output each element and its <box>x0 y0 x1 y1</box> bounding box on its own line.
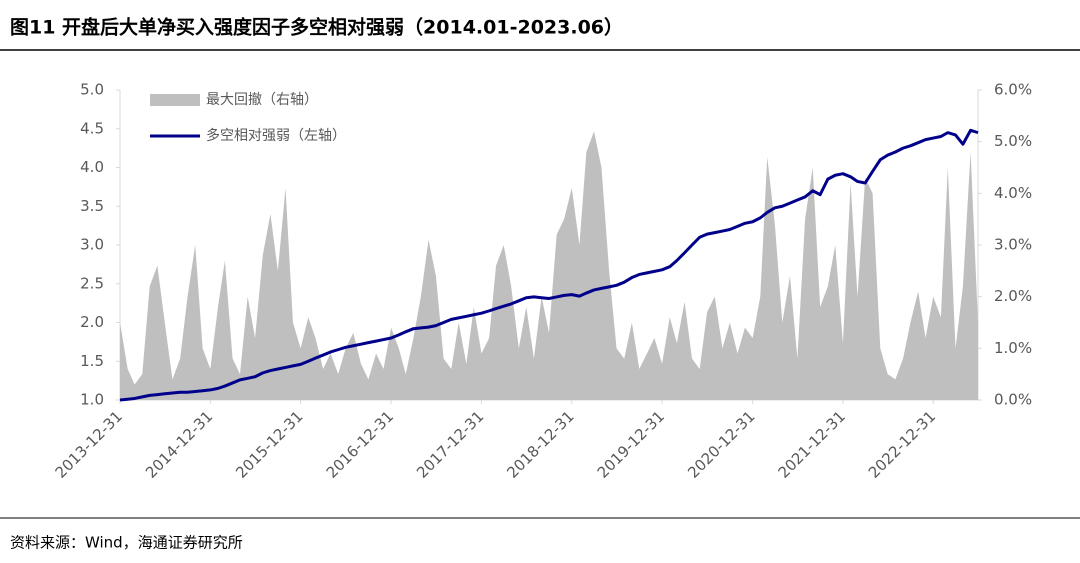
y-tick-label: 2.0 <box>80 313 104 331</box>
x-tick-label: 2013-12-31 <box>52 407 126 481</box>
drawdown-area <box>120 131 978 401</box>
x-tick-label: 2019-12-31 <box>594 407 668 481</box>
x-tick-label: 2014-12-31 <box>142 407 216 481</box>
x-tick-label: 2017-12-31 <box>413 407 487 481</box>
y2-tick-label: 2.0% <box>994 287 1032 305</box>
y-tick-label: 4.0 <box>80 158 104 176</box>
y-tick-label: 3.0 <box>80 236 104 254</box>
y2-tick-label: 5.0% <box>994 132 1032 150</box>
chart-title: 图11 开盘后大单净买入强度因子多空相对强弱（2014.01-2023.06） <box>10 16 623 39</box>
y-tick-label: 3.5 <box>80 197 104 215</box>
y2-tick-label: 0.0% <box>994 391 1032 409</box>
y2-tick-label: 3.0% <box>994 236 1032 254</box>
x-tick-label: 2015-12-31 <box>232 407 306 481</box>
legend-label: 多空相对强弱（左轴） <box>206 127 346 144</box>
y2-tick-label: 1.0% <box>994 339 1032 357</box>
y-tick-label: 1.5 <box>80 352 104 370</box>
y2-tick-label: 4.0% <box>994 184 1032 202</box>
legend-swatch <box>150 94 200 106</box>
strength-line <box>119 128 979 402</box>
y-tick-label: 2.5 <box>80 274 104 292</box>
y-tick-label: 5.0 <box>80 81 104 99</box>
y-tick-label: 1.0 <box>80 391 104 409</box>
x-tick-label: 2016-12-31 <box>323 407 397 481</box>
legend-label: 最大回撤（右轴） <box>206 92 318 108</box>
source: 资料来源：Wind，海通证券研究所 <box>10 534 243 552</box>
y-tick-label: 4.5 <box>80 119 104 137</box>
x-tick-label: 2020-12-31 <box>684 407 758 481</box>
x-tick-label: 2022-12-31 <box>865 407 939 481</box>
y2-tick-label: 6.0% <box>994 81 1032 99</box>
x-tick-label: 2018-12-31 <box>503 407 577 481</box>
x-tick-label: 2021-12-31 <box>775 407 849 481</box>
